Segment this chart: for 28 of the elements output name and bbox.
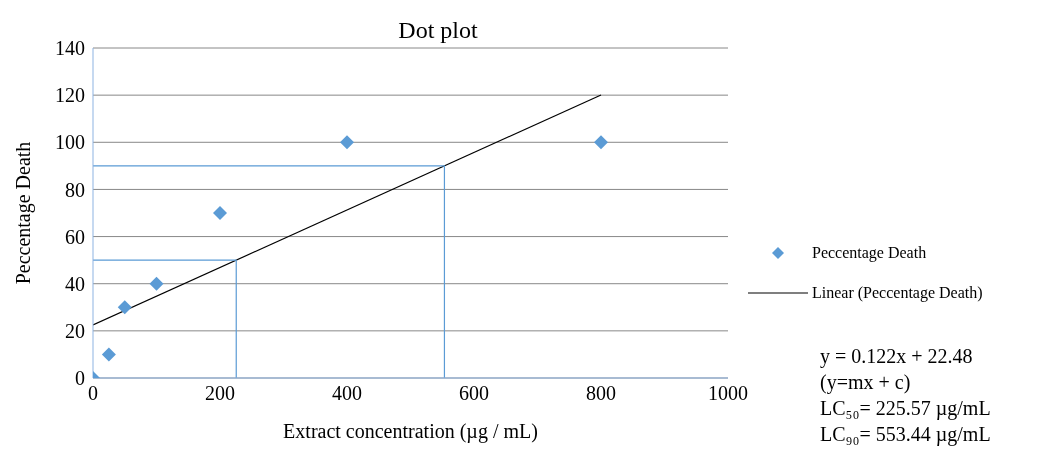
- x-tick-label: 200: [205, 382, 235, 405]
- x-tick-label: 1000: [708, 382, 748, 405]
- y-tick-label: 20: [65, 319, 85, 342]
- text: LC₉₀= 553.44 µg/mL: [820, 422, 991, 447]
- point: [149, 276, 164, 291]
- y-tick-label: 40: [65, 272, 85, 295]
- y-tick-label: 100: [55, 131, 85, 154]
- chart-title: Dot plot: [398, 17, 478, 43]
- y-tick-label: 80: [65, 178, 85, 201]
- x-tick-label: 600: [459, 382, 489, 405]
- y-tick-label: 120: [55, 84, 85, 107]
- x-tick-label: 800: [586, 382, 616, 405]
- point: [117, 300, 132, 315]
- x-tick-label: 400: [332, 382, 362, 405]
- y-tick-label: 60: [65, 225, 85, 248]
- legend-label: Linear (Peccentage Death): [812, 284, 983, 302]
- point: [101, 347, 116, 362]
- legend-label: Peccentage Death: [812, 244, 927, 262]
- point: [340, 135, 354, 150]
- y-tick-label: 0: [75, 367, 85, 390]
- text: y = 0.122x + 22.48: [820, 344, 974, 369]
- y-tick-label: 140: [55, 37, 85, 60]
- y-axis-title: Peccentage Death: [12, 141, 36, 285]
- point: [213, 206, 227, 220]
- point: [594, 135, 608, 150]
- x-axis-title: Extract concentration (µg / mL): [283, 420, 538, 443]
- text: (y=mx + c): [820, 370, 912, 395]
- text: LC₅₀= 225.57 µg/mL: [820, 396, 991, 421]
